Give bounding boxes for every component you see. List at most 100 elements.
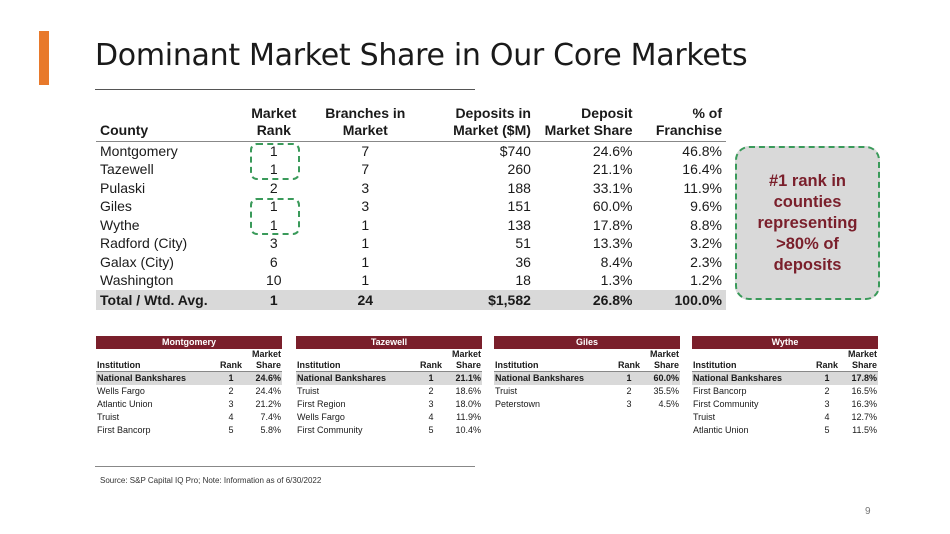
mini-cell-inst: First Community bbox=[693, 399, 759, 409]
mini-cell-share: 21.1% bbox=[446, 371, 482, 385]
cell-franchise: 8.8% bbox=[690, 216, 722, 233]
source-note: Source: S&P Capital IQ Pro; Note: Inform… bbox=[100, 476, 322, 485]
table-total-row: Total / Wtd. Avg. 1 24 $1,582 26.8% 100.0% bbox=[96, 289, 726, 310]
accent-bar bbox=[39, 31, 49, 85]
table-row: Tazewell 1 7 260 21.1% 16.4% bbox=[96, 160, 726, 179]
rank-highlight-box-bottom bbox=[250, 198, 300, 235]
header-rank: Market Rank bbox=[251, 105, 297, 138]
mini-cell-inst: National Bankshares bbox=[96, 371, 216, 385]
cell-branches: 3 bbox=[361, 198, 370, 215]
mini-header-institution: Institution bbox=[693, 360, 737, 370]
mini-header-rank: Rank bbox=[219, 360, 242, 370]
mini-header-share: Market Share bbox=[451, 349, 481, 370]
mini-header-row: Institution Rank Market Share bbox=[96, 349, 282, 372]
cell-rank: 1 bbox=[269, 143, 278, 159]
cell-branches: 7 bbox=[361, 143, 370, 159]
cell-rank: 1 bbox=[269, 216, 278, 233]
mini-cell-rank: 1 bbox=[416, 371, 446, 385]
cell-branches: 7 bbox=[361, 161, 370, 178]
mini-cell-inst: Peterstown bbox=[495, 399, 541, 409]
cell-branches: 1 bbox=[361, 272, 370, 289]
mini-cell-rank: 3 bbox=[824, 399, 830, 409]
mini-header-row: Institution Rank Market Share bbox=[494, 349, 680, 372]
cell-county: Montgomery bbox=[100, 143, 178, 159]
cell-deposits: $740 bbox=[499, 143, 531, 159]
cell-rank: 10 bbox=[266, 272, 282, 289]
mini-cell-share: 4.5% bbox=[658, 399, 679, 409]
table-row: Montgomery 1 7 $740 24.6% 46.8% bbox=[96, 142, 726, 161]
total-branches: 24 bbox=[309, 289, 422, 310]
page-number: 9 bbox=[865, 506, 871, 517]
mini-cell-share: 16.5% bbox=[851, 386, 877, 396]
cell-county: Galax (City) bbox=[100, 253, 174, 270]
mini-cell-share: 60.0% bbox=[644, 371, 680, 385]
mini-cell-inst: Atlantic Union bbox=[97, 399, 153, 409]
mini-header-share: Market Share bbox=[649, 349, 679, 370]
cell-county: Wythe bbox=[100, 216, 140, 233]
mini-cell-inst: Truist bbox=[495, 386, 518, 396]
mini-cell-share: 18.6% bbox=[455, 386, 481, 396]
market-table-montgomery: Montgomery Institution Rank Market Share Nati… bbox=[96, 336, 282, 437]
mini-cell-rank: 1 bbox=[216, 371, 246, 385]
cell-branches: 1 bbox=[361, 253, 370, 270]
mini-cell-inst: National Bankshares bbox=[494, 371, 614, 385]
cell-deposits: 51 bbox=[515, 235, 531, 252]
mini-cell-rank: 5 bbox=[824, 425, 830, 435]
table-row: Giles 1 3 151 60.0% 9.6% bbox=[96, 197, 726, 216]
cell-rank: 1 bbox=[269, 161, 278, 178]
table-row: Pulaski 2 3 188 33.1% 11.9% bbox=[96, 179, 726, 198]
mini-table-row: Truist 4 7.4% bbox=[96, 411, 282, 424]
total-franchise: 100.0% bbox=[634, 289, 726, 310]
cell-branches: 3 bbox=[361, 179, 370, 196]
market-table-title: Montgomery bbox=[96, 336, 282, 349]
title-divider bbox=[95, 89, 475, 90]
mini-table-row: First Community 5 10.4% bbox=[296, 424, 482, 437]
table-row: Radford (City) 3 1 51 13.3% 3.2% bbox=[96, 234, 726, 253]
mini-cell-rank: 5 bbox=[428, 425, 434, 435]
total-share: 26.8% bbox=[532, 289, 635, 310]
mini-cell-rank: 3 bbox=[228, 399, 234, 409]
mini-cell-share: 11.5% bbox=[852, 425, 877, 435]
mini-header-institution: Institution bbox=[297, 360, 341, 370]
total-rank: 1 bbox=[238, 289, 310, 310]
mini-table-row: Atlantic Union 3 21.2% bbox=[96, 398, 282, 411]
mini-header-row: Institution Rank Market Share bbox=[692, 349, 878, 372]
mini-cell-inst: First Region bbox=[297, 399, 346, 409]
cell-county: Giles bbox=[100, 198, 132, 215]
header-franchise: % of Franchise bbox=[655, 105, 722, 138]
mini-header-row: Institution Rank Market Share bbox=[296, 349, 482, 372]
table-row: Wythe 1 1 138 17.8% 8.8% bbox=[96, 216, 726, 235]
header-county: County bbox=[100, 122, 149, 138]
mini-cell-rank: 4 bbox=[228, 412, 234, 422]
mini-table-row: Peterstown 3 4.5% bbox=[494, 398, 680, 411]
cell-deposits: 260 bbox=[507, 161, 531, 178]
cell-county: Tazewell bbox=[100, 161, 154, 178]
mini-cell-inst: National Bankshares bbox=[692, 371, 812, 385]
cell-share: 8.4% bbox=[600, 253, 633, 270]
mini-header-rank: Rank bbox=[815, 360, 838, 370]
mini-table-row: National Bankshares 1 60.0% bbox=[494, 371, 680, 385]
mini-header-share: Market Share bbox=[251, 349, 281, 370]
mini-header-share: Market Share bbox=[847, 349, 877, 370]
mini-cell-inst: First Community bbox=[297, 425, 363, 435]
table-row: Galax (City) 6 1 36 8.4% 2.3% bbox=[96, 253, 726, 272]
mini-cell-share: 24.4% bbox=[255, 386, 281, 396]
mini-cell-rank: 2 bbox=[824, 386, 830, 396]
cell-branches: 1 bbox=[361, 235, 370, 252]
mini-header-institution: Institution bbox=[97, 360, 141, 370]
mini-table-row: Truist 4 12.7% bbox=[692, 411, 878, 424]
mini-table-row: Atlantic Union 5 11.5% bbox=[692, 424, 878, 437]
header-share: Deposit Market Share bbox=[544, 105, 633, 138]
cell-deposits: 188 bbox=[507, 179, 531, 196]
mini-cell-rank: 4 bbox=[824, 412, 830, 422]
mini-cell-share: 10.4% bbox=[455, 425, 481, 435]
cell-rank: 3 bbox=[269, 235, 278, 252]
rank-highlight-box-top bbox=[250, 143, 300, 180]
mini-table-row: First Bancorp 2 16.5% bbox=[692, 385, 878, 398]
mini-table-row: First Community 3 16.3% bbox=[692, 398, 878, 411]
cell-deposits: 18 bbox=[515, 272, 531, 289]
mini-cell-share: 11.9% bbox=[456, 412, 481, 422]
cell-share: 60.0% bbox=[592, 198, 633, 215]
market-table-title: Tazewell bbox=[296, 336, 482, 349]
mini-cell-rank: 5 bbox=[228, 425, 234, 435]
